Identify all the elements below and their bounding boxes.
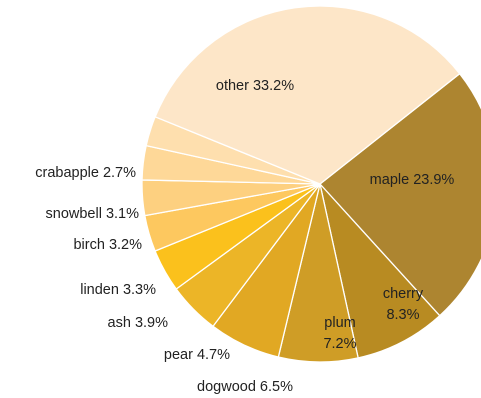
label-other: other 33.2% bbox=[216, 78, 294, 94]
label-pear: pear 4.7% bbox=[164, 347, 230, 363]
label-cherry-value: 8.3% bbox=[386, 307, 419, 323]
label-linden: linden 3.3% bbox=[80, 282, 156, 298]
slice-cherry bbox=[318, 181, 441, 359]
label-maple: maple 23.9% bbox=[370, 172, 455, 188]
label-plum-value: 7.2% bbox=[323, 336, 356, 352]
label-crabapple: crabapple 2.7% bbox=[35, 165, 136, 181]
label-plum-name: plum bbox=[324, 315, 355, 331]
label-birch: birch 3.2% bbox=[73, 237, 142, 253]
label-cherry-name: cherry bbox=[383, 286, 424, 302]
pie-labels: maple 23.9% cherry 8.3% plum 7.2% dogwood … bbox=[35, 78, 454, 395]
label-cherry: cherry 8.3% bbox=[383, 286, 424, 323]
slice-other bbox=[154, 5, 461, 185]
label-plum: plum 7.2% bbox=[323, 315, 356, 352]
slice-maple bbox=[319, 72, 481, 317]
pie-slices bbox=[141, 5, 481, 363]
label-snowbell: snowbell 3.1% bbox=[46, 206, 140, 222]
label-ash: ash 3.9% bbox=[108, 315, 169, 331]
label-dogwood: dogwood 6.5% bbox=[197, 379, 293, 395]
